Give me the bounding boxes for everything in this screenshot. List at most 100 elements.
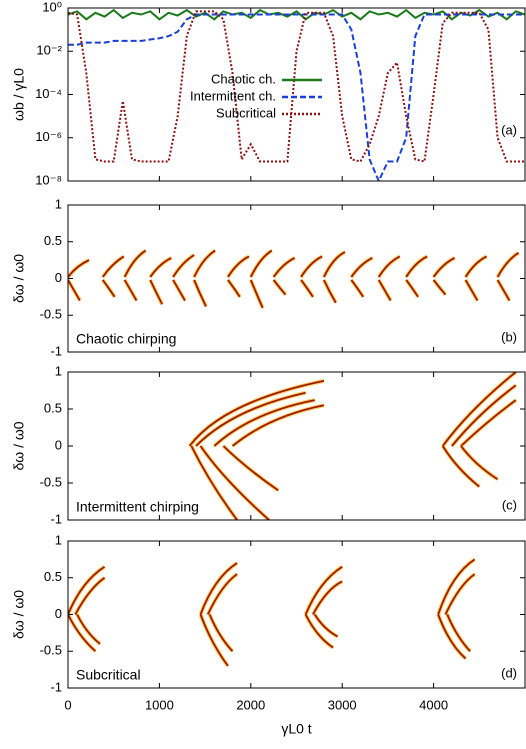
y-tick-label: 10⁰	[42, 0, 62, 14]
y-tick-label: -1	[50, 343, 62, 358]
y-tick-label: -0.5	[40, 307, 62, 322]
plot-area	[68, 248, 520, 309]
x-tick-label: 4000	[419, 697, 448, 712]
chirp-glow	[75, 613, 102, 646]
y-tick-label: -0.5	[40, 474, 62, 489]
x-axis-label: γL0 t	[281, 721, 311, 737]
chirp	[74, 577, 106, 615]
chirp	[68, 279, 81, 302]
x-tick-label: 0	[64, 697, 71, 712]
x-tick-label: 3000	[328, 697, 357, 712]
chirp-glow	[441, 444, 481, 489]
y-axis-label: δω / ω0	[11, 254, 27, 303]
panel-annotation: (b)	[501, 329, 517, 344]
plot-frame	[67, 7, 526, 182]
chirp	[272, 279, 287, 296]
chirp	[193, 249, 216, 278]
chirp	[300, 255, 323, 278]
chirp	[444, 573, 476, 615]
chirp	[193, 279, 207, 307]
y-axis-label: ωb / γL0	[11, 68, 27, 121]
chirp	[149, 279, 163, 305]
panel-annotation: (d)	[501, 665, 517, 680]
x-tick-label: 1000	[145, 697, 174, 712]
chirp	[231, 404, 325, 447]
chirp-glow	[445, 613, 472, 653]
chirp	[188, 379, 325, 447]
chirp	[496, 279, 511, 302]
series-line	[68, 13, 525, 181]
panel-caption: Subcritical	[76, 667, 141, 683]
y-tick-label: 0	[55, 437, 62, 452]
chirp-glow	[450, 383, 518, 448]
chirp	[195, 391, 306, 447]
plot-area	[68, 557, 476, 668]
chirp	[437, 614, 467, 660]
chirp	[304, 565, 343, 615]
y-tick-label: -1	[50, 679, 62, 694]
chirp-glow	[311, 579, 344, 616]
panel: 1 0.5 0 -0.5 -1 δω / ω0 Chaotic chirping (b)	[11, 196, 526, 358]
chirp	[464, 279, 479, 302]
chirp	[190, 445, 238, 520]
chirp-glow	[226, 254, 250, 279]
chirp	[460, 399, 517, 447]
chirp	[377, 279, 392, 302]
panel: 10⁰ 10⁻² 10⁻⁴ 10⁻⁶ 10⁻⁸ ωb / γL0 Chaotic ch. In…	[11, 0, 526, 187]
y-tick-label: 0	[55, 606, 62, 621]
chirp	[222, 445, 279, 492]
chirp	[300, 279, 314, 298]
panel-caption: Chaotic chirping	[76, 331, 176, 347]
chirp-glow	[212, 398, 316, 448]
chirp	[123, 249, 147, 278]
chirp	[323, 251, 346, 278]
y-tick-label: 0	[55, 270, 62, 285]
x-tick-label: 2000	[236, 697, 265, 712]
chirp-glow	[299, 254, 324, 279]
chirp	[172, 279, 186, 302]
panel-annotation: (c)	[502, 497, 517, 512]
series-line	[68, 10, 525, 163]
plot-frame	[67, 371, 526, 521]
y-tick-label: 0.5	[44, 569, 62, 584]
chirp-glow	[377, 254, 401, 279]
chirp-glow	[68, 565, 106, 616]
chirp	[304, 614, 334, 649]
chirp-glow	[192, 248, 217, 278]
chirp-glow	[73, 576, 106, 616]
y-tick-label: 1	[55, 363, 62, 378]
y-tick-label: 10⁻⁶	[35, 129, 62, 144]
y-tick-label: -1	[50, 511, 62, 526]
chirp	[432, 257, 456, 278]
chirp-glow	[495, 251, 520, 278]
chirp	[442, 372, 517, 447]
legend-label: Intermittent ch.	[190, 88, 276, 103]
chirp-glow	[206, 572, 239, 616]
chirp	[68, 259, 90, 278]
chirp	[432, 279, 447, 296]
chirp	[496, 252, 520, 278]
chirp	[405, 279, 419, 298]
plot-frame	[67, 540, 526, 689]
chirp	[101, 255, 125, 278]
y-tick-label: -0.5	[40, 643, 62, 658]
chirp	[123, 279, 138, 302]
chirp	[312, 580, 343, 615]
y-tick-label: 10⁻⁸	[35, 172, 62, 187]
chirp	[272, 257, 296, 278]
panel-caption: Intermittent chirping	[76, 499, 199, 515]
chirp	[213, 399, 315, 447]
y-tick-label: 1	[55, 196, 62, 211]
y-axis-label: δω / ω0	[11, 590, 27, 639]
legend-label: Chaotic ch.	[211, 71, 276, 86]
chirp	[377, 255, 401, 278]
chirp	[68, 565, 106, 615]
chirp	[199, 562, 238, 615]
plot-frame	[67, 204, 526, 353]
panel-annotation: (a)	[501, 122, 517, 137]
chirp	[249, 249, 273, 278]
chirp-glow	[303, 565, 344, 616]
chirp	[441, 445, 480, 488]
chirp	[446, 614, 471, 652]
